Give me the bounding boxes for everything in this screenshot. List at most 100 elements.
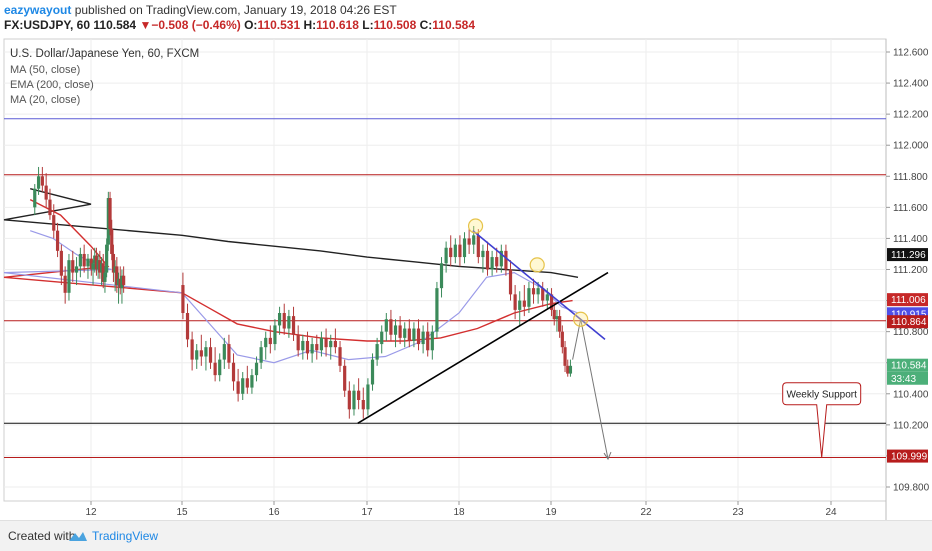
low-label: L:	[362, 18, 374, 32]
down-arrow-icon: ▼	[139, 18, 152, 32]
candle-107	[513, 294, 517, 310]
price-tag-1: 111.006	[887, 293, 928, 307]
candle-44	[222, 344, 226, 360]
candle-56	[277, 313, 282, 326]
x-tick-label-2: 16	[268, 507, 280, 518]
candle-65	[319, 337, 324, 351]
chart-header: eazywayout published on TradingView.com,…	[4, 3, 924, 33]
weekly-support-label: Weekly Support	[786, 389, 857, 400]
candle-99	[476, 235, 480, 258]
candle-75	[366, 384, 370, 410]
candle-15	[89, 258, 93, 270]
y-tick-label-9: 110.800	[893, 327, 929, 338]
price-tag-5: 33:43	[887, 371, 928, 385]
y-tick-label-0: 112.600	[893, 48, 929, 59]
candle-93	[449, 247, 453, 258]
candle-23	[103, 272, 107, 282]
candle-110	[527, 288, 531, 307]
weekly-support-callout	[782, 382, 862, 458]
candle-66	[324, 337, 328, 348]
candle-52	[259, 347, 263, 363]
candle-19	[96, 260, 100, 270]
x-tick-label-3: 17	[361, 507, 373, 518]
price-tag-label-5: 33:43	[891, 374, 916, 385]
candle-36	[185, 313, 190, 340]
price-tag-bg-3	[887, 315, 928, 329]
candle-24	[105, 244, 109, 273]
candle-43	[218, 359, 222, 376]
created-with-text: Created with	[8, 529, 76, 543]
candle-104	[499, 250, 503, 267]
price-tag-label-3: 110.864	[891, 317, 927, 328]
candle-102	[490, 257, 494, 270]
x-tick-label-5: 19	[545, 507, 557, 518]
price-tag-label-0: 111.296	[891, 250, 926, 261]
price-tag-bg-5	[887, 371, 928, 385]
candle-42	[213, 362, 217, 376]
author-link[interactable]: eazywayout	[4, 3, 72, 17]
candle-54	[268, 337, 272, 345]
highlight-circle-2	[573, 311, 589, 327]
candle-5	[52, 215, 56, 231]
time-axis[interactable]: 12 15 16 17 18 19 22 23 24	[85, 501, 837, 518]
candle-35	[181, 285, 185, 313]
open-value: 110.531	[257, 18, 301, 32]
candle-46	[231, 362, 236, 382]
open-label: O:	[244, 18, 258, 32]
price-axis[interactable]: 112.600 112.400 112.200 112.000 111.800 111.6…	[886, 48, 930, 494]
last-price: 110.584	[93, 18, 137, 32]
y-tick-label-14: 109.800	[893, 483, 930, 494]
footer-bar: Created with TradingView	[0, 520, 932, 551]
candle-26	[108, 198, 112, 230]
x-tick-label-4: 18	[453, 507, 465, 518]
candle-39	[199, 350, 203, 357]
x-tick-label-1: 15	[176, 507, 188, 518]
ohlc-line: FX:USDJPY, 60 110.584 ▼−0.508 (−0.46%) O…	[4, 18, 924, 33]
candle-67	[329, 340, 333, 348]
price-tag-bg-6	[887, 449, 928, 463]
candle-4	[48, 199, 52, 216]
candle-61	[301, 340, 305, 351]
y-tick-label-7: 111.200	[893, 265, 928, 276]
candle-122	[568, 365, 573, 374]
candle-18	[94, 255, 99, 270]
candle-71	[347, 390, 351, 410]
candle-100	[481, 250, 485, 258]
candle-87	[421, 331, 425, 345]
candle-55	[273, 325, 277, 345]
high-label: H:	[303, 18, 317, 32]
candle-20	[98, 260, 102, 273]
x-tick-label-0: 12	[85, 507, 97, 518]
highlight-circle-0	[467, 218, 484, 234]
price-tag-label-6: 109.999	[891, 452, 928, 463]
candle-68	[333, 340, 337, 348]
candle-50	[250, 375, 254, 388]
chart-legend: U.S. Dollar/Japanese Yen, 60, FXCM MA (5…	[10, 48, 199, 106]
candle-82	[398, 325, 402, 338]
candle-74	[361, 400, 365, 410]
candle-45	[227, 344, 231, 363]
price-tag-0: 111.296	[887, 248, 928, 262]
price-chart[interactable]: Weekly Support 112.600112.400112.200112.…	[0, 37, 932, 520]
legend-ma20[interactable]: MA (20, close)	[10, 94, 80, 106]
candle-0	[33, 188, 37, 208]
candle-27	[110, 229, 114, 254]
candle-121	[566, 365, 570, 374]
candle-3	[44, 185, 48, 200]
candle-16	[91, 263, 95, 270]
candle-97	[467, 238, 471, 245]
candle-14	[86, 258, 90, 267]
legend-ma50[interactable]: MA (50, close)	[10, 64, 80, 76]
candle-73	[357, 390, 361, 400]
candle-64	[315, 344, 319, 351]
legend-ema200[interactable]: EMA (200, close)	[10, 79, 94, 91]
tradingview-link[interactable]: TradingView	[92, 529, 159, 543]
candle-40	[204, 347, 208, 357]
candle-69	[338, 347, 342, 366]
y-tick-label-6: 111.400	[893, 234, 928, 245]
candle-58	[287, 316, 291, 329]
x-tick-label-7: 23	[732, 507, 744, 518]
candle-101	[485, 250, 490, 270]
y-tick-label-5: 111.600	[893, 203, 928, 214]
candle-83	[403, 328, 407, 338]
